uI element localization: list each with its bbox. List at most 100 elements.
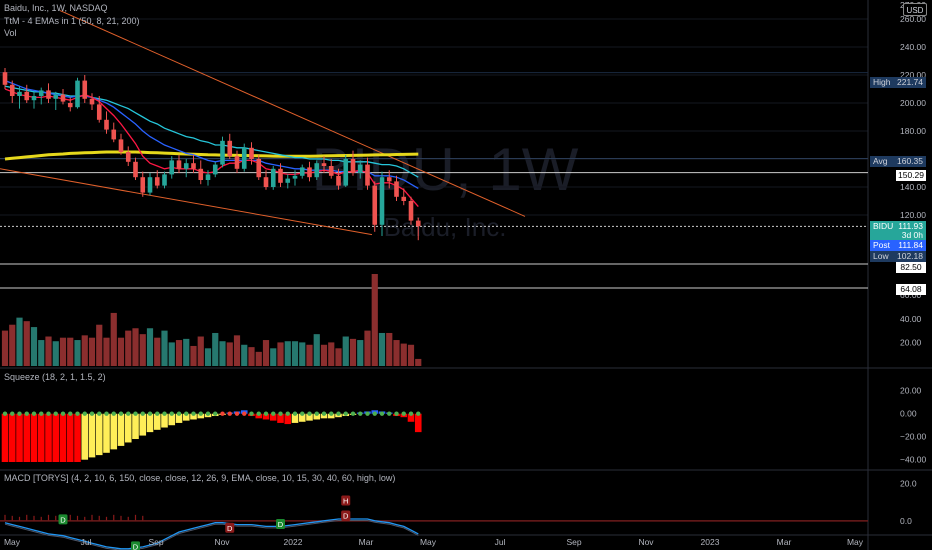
squeeze-dot — [350, 411, 356, 416]
volume-bar — [88, 337, 96, 366]
volume-bar — [342, 336, 349, 366]
price-levels — [0, 72, 868, 289]
squeeze-bar — [298, 413, 306, 422]
low-tag-label: Low — [873, 251, 889, 261]
squeeze-bar — [277, 413, 284, 423]
squeeze-dot — [17, 411, 22, 416]
time-axis-label: Sep — [148, 537, 163, 547]
ema-200-line — [4, 150, 419, 161]
countdown-value: 3d 0h — [901, 230, 923, 240]
candle-body — [125, 152, 131, 162]
squeeze-dot — [263, 411, 269, 416]
price-tick-label: 220.00 — [900, 70, 926, 80]
symbol-legend[interactable]: Baidu, Inc., 1W, NASDAQ — [4, 3, 108, 13]
volume-bar — [45, 336, 52, 366]
ema-50-line — [4, 85, 419, 178]
squeeze-bar — [255, 413, 263, 419]
ema-legend[interactable]: TtM - 4 EMAs in 1 (50, 8, 21, 200) — [4, 16, 140, 26]
squeeze-bar — [124, 413, 132, 443]
low-tag-value: 102.18 — [897, 251, 923, 261]
volume-bar — [313, 334, 320, 366]
squeeze-bar — [74, 413, 81, 462]
squeeze-dot — [213, 411, 218, 416]
squeeze-bar — [175, 413, 183, 423]
macd-marker-box — [58, 514, 68, 525]
squeeze-dot — [2, 411, 8, 416]
macd-panel: DDDDDHD — [0, 495, 868, 550]
squeeze-bar — [291, 413, 299, 423]
candle-body — [365, 164, 370, 186]
squeeze-dot — [191, 411, 196, 416]
currency-badge[interactable]: USD — [903, 3, 927, 16]
squeeze-dot — [46, 411, 51, 416]
macd-legend[interactable]: MACD [TORYS] (4, 2, 10, 6, 150, close, c… — [4, 473, 396, 483]
squeeze-bar — [269, 413, 277, 421]
candle-body — [314, 163, 320, 178]
volume-bar — [175, 340, 183, 366]
volume-bar — [1, 330, 9, 366]
squeeze-dot — [271, 411, 276, 416]
candle-body — [111, 129, 117, 140]
squeeze-dot — [184, 411, 189, 416]
candle-body — [299, 167, 305, 176]
candle-body — [24, 91, 30, 101]
volume-bar — [16, 317, 23, 366]
squeeze-dot — [68, 411, 73, 416]
volume-bar — [125, 330, 132, 366]
squeeze-dot — [314, 411, 319, 416]
candle-body — [227, 140, 233, 157]
volume-bar — [335, 348, 342, 366]
squeeze-dot — [300, 411, 305, 416]
squeeze-dot — [220, 411, 225, 416]
volume-bar — [277, 342, 284, 366]
squeeze-bar — [52, 413, 60, 462]
volume-bar — [284, 341, 291, 366]
candles — [2, 68, 421, 241]
candle-body — [46, 90, 51, 99]
post-tag-value: 111.84 — [898, 240, 923, 250]
low-price-tag: Low 102.18 — [870, 251, 926, 262]
squeeze-dot — [198, 411, 203, 416]
volume-bar — [30, 327, 38, 366]
avg-price-tag: Avg 160.35 — [870, 156, 926, 167]
squeeze-legend[interactable]: Squeeze (18, 2, 1, 1.5, 2) — [4, 372, 106, 382]
volume-bar — [357, 340, 364, 366]
squeeze-bar — [182, 413, 190, 421]
candle-body — [336, 175, 341, 186]
volume-legend[interactable]: Vol — [4, 28, 17, 38]
candle-body — [372, 185, 378, 225]
volume-bar — [197, 336, 204, 366]
candle-body — [415, 220, 421, 227]
volume-bar — [393, 340, 400, 366]
squeeze-dot — [343, 411, 348, 416]
volume-bar — [328, 342, 335, 366]
squeeze-bar — [190, 413, 197, 420]
squeeze-dot — [169, 411, 174, 416]
time-axis-label: Sep — [566, 537, 581, 547]
squeeze-dot — [379, 411, 385, 416]
squeeze-dot — [24, 411, 29, 416]
volume-bar — [168, 342, 175, 366]
squeeze-dot — [358, 411, 363, 416]
squeeze-dot — [82, 411, 87, 416]
candle-body — [38, 90, 44, 96]
ema-8-line — [4, 88, 419, 208]
squeeze-dot — [416, 411, 421, 416]
macd-marker: D — [276, 519, 285, 530]
macd-marker-label: D — [278, 520, 284, 529]
squeeze-dot — [256, 411, 261, 416]
squeeze-dot — [133, 411, 138, 416]
squeeze-dot — [292, 411, 298, 416]
macd-marker-label: D — [60, 515, 66, 524]
volume-bar — [74, 340, 81, 366]
volume-bar — [291, 341, 299, 366]
squeeze-bar — [306, 413, 313, 421]
candle-body — [321, 163, 327, 166]
candle-body — [328, 166, 334, 176]
squeeze-tick-label: 0.00 — [900, 409, 917, 419]
macd-tick-label: 20.0 — [900, 479, 917, 489]
squeeze-dot — [60, 411, 66, 416]
candle-body — [234, 156, 240, 169]
candle-body — [285, 178, 291, 183]
